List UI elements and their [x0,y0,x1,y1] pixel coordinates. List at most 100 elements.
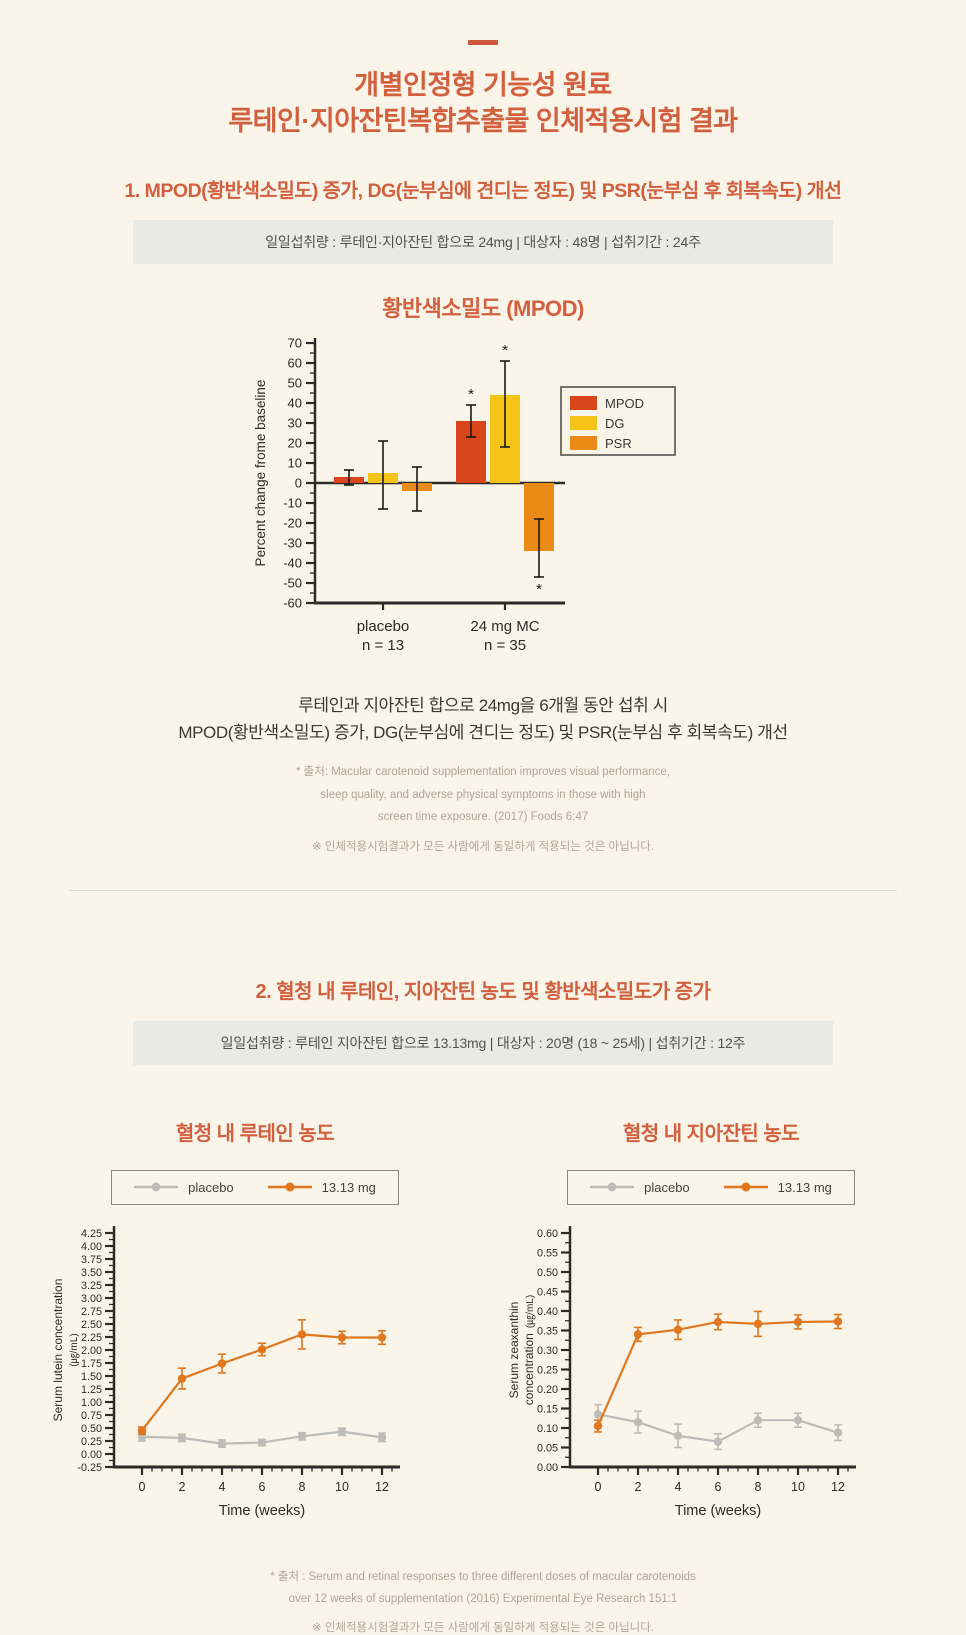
zeaxanthin-chart-column: 혈청 내 지아잔틴 농도 placebo 13.13 mg 0.00 0.05 0.1… [491,1117,931,1536]
svg-text:50: 50 [288,375,302,390]
svg-text:-40: -40 [283,555,302,570]
svg-text:0.45: 0.45 [537,1286,558,1298]
svg-text:8: 8 [755,1480,762,1494]
svg-text:-60: -60 [283,595,302,610]
svg-text:3.50: 3.50 [81,1266,102,1278]
section1-heading: 1. MPOD(황반색소밀도) 증가, DG(눈부심에 견디는 정도) 및 PS… [124,179,843,202]
svg-text:1.75: 1.75 [81,1357,102,1369]
svg-text:0: 0 [295,475,302,490]
svg-text:Time (weeks): Time (weeks) [219,1503,305,1519]
svg-text:12: 12 [831,1480,845,1494]
section2-info-bar: 일일섭취량 : 루테인 지아잔틴 합으로 13.13mg | 대상자 : 20명… [133,1020,833,1065]
svg-text:0.60: 0.60 [537,1227,558,1239]
svg-text:*: * [502,342,508,359]
svg-text:concentration(㎍/mL): concentration(㎍/mL) [522,1294,536,1404]
legend-line-dot-icon [267,1182,312,1192]
mpod-bar-chart: -60 -50 -40 -30 -20 -10 0 10 20 30 40 50 60 70 Percent… [253,335,676,654]
svg-text:-0.25: -0.25 [77,1461,102,1473]
svg-text:10: 10 [335,1480,349,1494]
svg-text:0.25: 0.25 [81,1435,102,1447]
svg-text:2: 2 [635,1480,642,1494]
svg-text:24 mg MC: 24 mg MC [470,618,539,635]
svg-text:DG: DG [605,416,625,431]
source-note-2: * 출처 : Serum and retinal responses to th… [0,1566,966,1611]
svg-text:0.00: 0.00 [537,1461,558,1473]
svg-text:MPOD: MPOD [605,396,644,411]
svg-text:4.25: 4.25 [81,1227,102,1239]
source-note-1-line2: sleep quality, and adverse physical symp… [320,788,646,801]
svg-text:30: 30 [288,415,302,430]
page-root: { "page": { "background": "#FAF4E9", "ac… [0,40,966,1634]
svg-text:Time (weeks): Time (weeks) [675,1503,761,1519]
zeaxanthin-chart-title: 혈청 내 지아잔틴 농도 [622,1122,800,1145]
svg-text:10: 10 [791,1480,805,1494]
svg-text:0.15: 0.15 [537,1403,558,1415]
svg-text:-30: -30 [283,535,302,550]
svg-text:0.30: 0.30 [537,1344,558,1356]
svg-text:-20: -20 [283,515,302,530]
lutein-chart-legend: placebo 13.13 mg [111,1169,399,1205]
lutein-chart-title: 혈청 내 루테인 농도 [175,1122,335,1145]
section2-heading: 2. 혈청 내 루테인, 지아잔틴 농도 및 황반색소밀도가 증가 [255,980,712,1003]
svg-text:6: 6 [715,1480,722,1494]
svg-text:Percent change frome baseline: Percent change frome baseline [253,379,268,566]
page-title-line2: 루테인·지아잔틴복합추출물 인체적용시험 결과 [228,106,738,137]
page-title-line1: 개별인정형 기능성 원료 [354,70,612,100]
svg-text:2.00: 2.00 [81,1344,102,1356]
svg-text:0.40: 0.40 [537,1305,558,1317]
svg-text:4.00: 4.00 [81,1240,102,1252]
legend-label: 13.13 mg [321,1179,376,1195]
svg-text:0: 0 [595,1480,602,1494]
disclaimer-1: ※ 인체적용시험결과가 모든 사람에게 동일하게 적용되는 것은 아닙니다. [311,840,654,853]
page-title: 개별인정형 기능성 원료 루테인·지아잔틴복합추출물 인체적용시험 결과 [0,67,966,140]
svg-text:6: 6 [259,1480,266,1494]
svg-text:4: 4 [219,1480,226,1494]
svg-text:0.75: 0.75 [81,1409,102,1421]
svg-text:0.20: 0.20 [537,1383,558,1395]
source-note-1: * 출처: Macular carotenoid supplementation… [0,761,966,828]
svg-text:0.05: 0.05 [537,1442,558,1454]
svg-text:0.35: 0.35 [537,1325,558,1337]
svg-text:0.00: 0.00 [81,1448,102,1460]
source-note-2-line1: * 출처 : Serum and retinal responses to th… [270,1570,696,1583]
lutein-line-chart: -0.250.000.250.500.751.001.251.501.752.0… [51,1225,400,1519]
svg-text:0.25: 0.25 [537,1364,558,1376]
svg-text:20: 20 [288,435,302,450]
result-line2: MPOD(황반색소밀도) 증가, DG(눈부심에 견디는 정도) 및 PSR(눈… [178,723,788,743]
svg-text:12: 12 [375,1480,389,1494]
legend-item-13-13-mg: 13.13 mg [267,1179,376,1195]
svg-text:3.00: 3.00 [81,1292,102,1304]
svg-text:10: 10 [288,455,302,470]
svg-text:Serum zeaxanthin: Serum zeaxanthin [507,1301,521,1398]
svg-text:1.00: 1.00 [81,1396,102,1408]
svg-text:0.55: 0.55 [537,1247,558,1259]
svg-text:(㎍/mL): (㎍/mL) [69,1333,80,1366]
legend-line-dot-icon [590,1182,635,1192]
svg-text:1.50: 1.50 [81,1370,102,1382]
source-note-1-line3: screen time exposure. (2017) Foods 6:47 [377,811,589,824]
legend-label: placebo [644,1179,690,1195]
svg-text:*: * [468,386,474,403]
legend-line-dot-icon [723,1182,768,1192]
svg-text:2.75: 2.75 [81,1305,102,1317]
legend-item-placebo: placebo [590,1180,690,1195]
svg-text:3.25: 3.25 [81,1279,102,1291]
svg-text:0.50: 0.50 [81,1422,102,1434]
svg-text:40: 40 [288,395,302,410]
top-dash [468,40,498,45]
svg-text:0.50: 0.50 [537,1266,558,1278]
svg-text:2.50: 2.50 [81,1318,102,1330]
zeaxanthin-line-chart: 0.00 0.05 0.10 0.15 0.20 0.25 0.30 0.35 0.40 0.45… [507,1225,856,1519]
mpod-chart-title: 황반색소밀도 (MPOD) [382,295,584,321]
svg-text:1.25: 1.25 [81,1383,102,1395]
svg-text:Serum lutein concentration: Serum lutein concentration [51,1278,65,1421]
svg-text:2: 2 [179,1480,186,1494]
source-note-1-line1: * 출처: Macular carotenoid supplementation… [296,766,670,779]
svg-text:n = 13: n = 13 [362,637,404,654]
zeaxanthin-chart-legend: placebo 13.13 mg [567,1169,855,1205]
disclaimer-2: ※ 인체적용시험결과가 모든 사람에게 동일하게 적용되는 것은 아닙니다. [311,1622,654,1635]
line-charts-row: 혈청 내 루테인 농도 placebo 13.13 mg -0.25 0.00 0.2… [0,1117,966,1536]
legend-item-13-13-mg: 13.13 mg [723,1180,832,1195]
svg-text:8: 8 [299,1480,306,1494]
result-text: 루테인과 지아잔틴 합으로 24mg을 6개월 동안 섭취 시 MPOD(황반색… [0,692,966,746]
